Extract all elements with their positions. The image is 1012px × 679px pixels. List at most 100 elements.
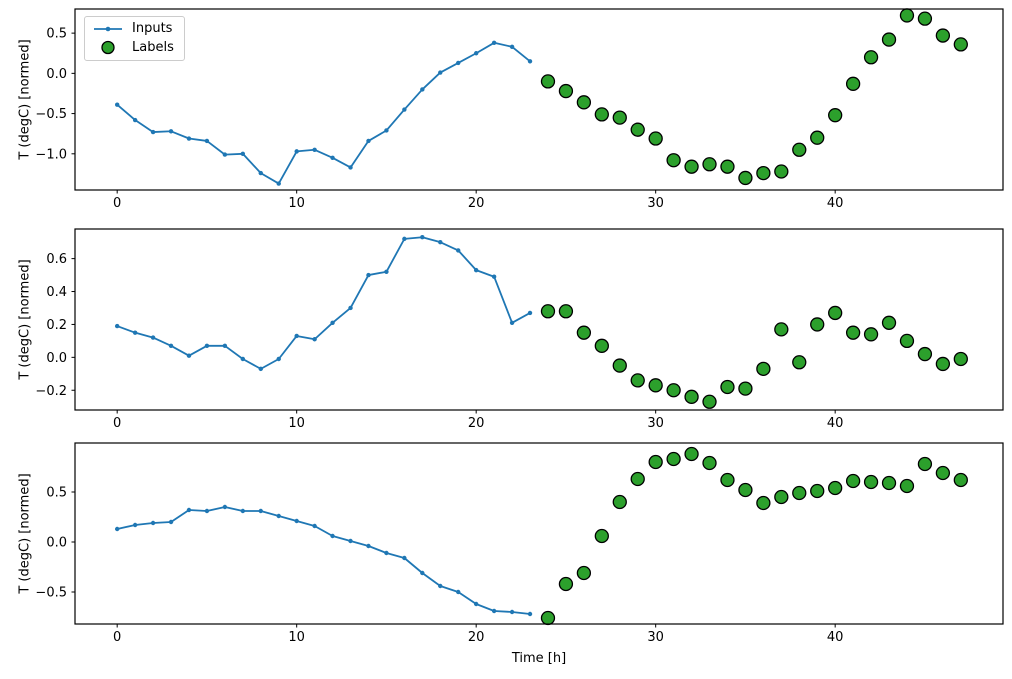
inputs-marker — [186, 136, 192, 141]
inputs-marker — [114, 323, 120, 329]
labels-marker — [774, 164, 789, 179]
inputs-marker — [276, 181, 281, 186]
labels-marker — [756, 165, 771, 181]
inputs-marker — [240, 151, 246, 156]
inputs-marker — [240, 508, 246, 514]
labels-marker — [738, 381, 753, 396]
labels-marker — [953, 472, 968, 488]
inputs-marker — [456, 60, 461, 66]
labels-marker — [648, 378, 663, 393]
inputs-marker — [330, 320, 335, 325]
labels-marker — [828, 108, 843, 123]
labels-marker — [576, 325, 592, 340]
x-tick-label: 30 — [647, 416, 664, 431]
inputs-marker — [204, 138, 210, 144]
inputs-marker — [150, 335, 156, 340]
labels-marker — [828, 305, 843, 321]
subplot-3: T (degC) [normed] 0 10 20 30 40 0.5 0.0 −0.5 — [18, 442, 1004, 645]
labels-marker — [935, 356, 951, 372]
inputs-marker — [132, 522, 138, 528]
labels-marker — [756, 495, 771, 511]
y-tick-label: 0.6 — [46, 252, 67, 267]
labels-marker — [881, 315, 897, 330]
y-axis-label-text: T (degC) [normed] — [17, 259, 33, 380]
inputs-marker — [294, 149, 299, 154]
labels-marker — [612, 110, 627, 125]
inputs-marker — [132, 117, 138, 123]
axes-spines — [74, 8, 1004, 191]
labels-marker — [594, 107, 609, 122]
inputs-marker — [509, 320, 515, 325]
labels-marker — [702, 394, 717, 409]
labels-circle-icon — [101, 40, 115, 55]
inputs-marker — [348, 165, 353, 170]
labels-marker — [684, 446, 699, 462]
labels-marker — [612, 494, 627, 510]
y-tick-label: 0.0 — [46, 536, 67, 551]
labels-marker — [576, 565, 592, 581]
legend-item-labels: Labels — [93, 40, 174, 55]
inputs-marker — [384, 550, 389, 556]
inputs-marker — [258, 366, 263, 372]
inputs-marker — [240, 356, 246, 362]
labels-marker — [899, 8, 915, 23]
labels-marker — [630, 122, 645, 137]
x-tick-label: 40 — [827, 416, 844, 431]
inputs-marker — [168, 519, 174, 525]
inputs-marker — [366, 138, 371, 144]
inputs-marker — [330, 155, 335, 161]
labels-marker — [684, 389, 699, 404]
y-tick-label: −0.2 — [35, 384, 67, 399]
labels-marker — [738, 170, 753, 186]
inputs-marker — [402, 107, 407, 112]
inputs-marker — [258, 508, 263, 514]
labels-marker — [720, 159, 735, 174]
y-tick-label: 0.5 — [46, 486, 67, 501]
x-tick-label: 0 — [113, 196, 121, 211]
labels-marker — [845, 473, 861, 489]
labels-marker — [792, 142, 807, 157]
inputs-marker — [491, 274, 497, 279]
inputs-marker — [186, 507, 192, 513]
labels-marker — [917, 346, 933, 362]
inputs-marker — [509, 44, 515, 50]
labels-marker — [558, 304, 574, 319]
labels-marker — [881, 475, 897, 491]
inputs-marker — [348, 538, 353, 544]
inputs-marker — [509, 609, 515, 615]
y-tick-label: 0.0 — [46, 351, 67, 366]
legend-item-inputs: Inputs — [93, 22, 174, 36]
legend-label-labels: Labels — [132, 39, 174, 55]
inputs-marker — [473, 267, 479, 273]
inputs-line — [116, 236, 531, 370]
x-tick-label: 40 — [827, 630, 844, 645]
labels-marker — [810, 317, 825, 332]
labels-marker — [935, 465, 951, 481]
x-tick-label: 40 — [827, 196, 844, 211]
labels-marker — [756, 361, 771, 377]
inputs-marker — [132, 330, 138, 335]
labels-marker — [666, 383, 681, 398]
labels-marker — [540, 74, 556, 89]
labels-marker — [774, 489, 789, 505]
inputs-marker — [527, 59, 533, 64]
subplot-2-y-axis-label: T (degC) [normed] — [17, 229, 33, 410]
x-tick-label: 10 — [288, 630, 305, 645]
labels-marker — [881, 32, 897, 47]
labels-marker — [648, 131, 663, 146]
inputs-marker — [150, 520, 156, 526]
labels-marker — [863, 50, 879, 65]
axes-spines — [74, 228, 1004, 411]
inputs-marker — [527, 310, 533, 316]
labels-marker — [792, 355, 807, 370]
legend-label-inputs: Inputs — [132, 21, 173, 36]
labels-marker — [810, 483, 825, 499]
labels-marker — [899, 478, 915, 494]
labels-marker — [917, 456, 933, 472]
y-tick-label: 0.0 — [46, 67, 67, 82]
inputs-marker — [150, 129, 156, 135]
inputs-marker — [438, 239, 443, 245]
subplot-1-plot-area: 0 10 20 30 40 0.5 0.0 −0.5 −1.0 — [35, 8, 1004, 211]
inputs-marker — [258, 170, 263, 176]
